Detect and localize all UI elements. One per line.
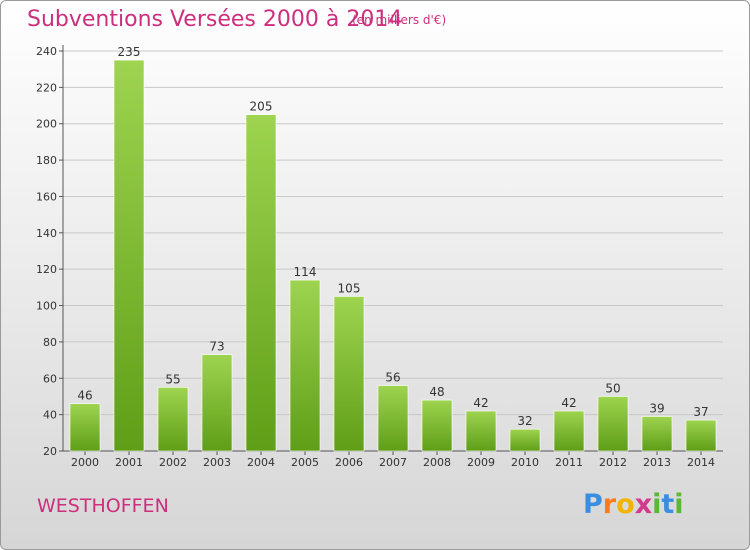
bar	[509, 428, 541, 452]
bar-value-label: 42	[561, 396, 576, 410]
bar	[333, 296, 365, 452]
y-tick-label: 140	[36, 227, 57, 240]
labels: 46 235 55 73 205 114 105 56 48 42 32 42 50 39 37	[77, 45, 708, 428]
bar	[289, 279, 321, 452]
x-tick-label: 2008	[423, 456, 451, 469]
bar-value-label: 114	[294, 265, 317, 279]
bar-value-label: 48	[429, 385, 444, 399]
logo-letter: t	[661, 489, 675, 520]
chart-title: Subventions Versées 2000 à 2014	[27, 7, 403, 32]
y-tick-label: 20	[43, 445, 57, 458]
y-tick-label: 40	[43, 409, 57, 422]
town-name: WESTHOFFEN	[37, 495, 169, 517]
bar-value-label: 56	[385, 371, 400, 385]
y-tick-label: 200	[36, 118, 57, 131]
bar-value-label: 235	[118, 45, 141, 59]
y-tick-label: 180	[36, 154, 57, 167]
bar	[685, 419, 717, 452]
bar-value-label: 32	[517, 414, 532, 428]
bar-value-label: 205	[250, 100, 273, 114]
bar	[465, 410, 497, 452]
bar	[377, 385, 409, 452]
bar-value-label: 55	[165, 372, 180, 386]
x-tick-label: 2010	[511, 456, 539, 469]
x-tick-label: 2000	[71, 456, 99, 469]
y-tick-label: 60	[43, 372, 57, 385]
logo-letter: P	[583, 489, 603, 520]
bar	[201, 354, 233, 452]
bar	[597, 396, 629, 452]
bar	[245, 114, 277, 452]
x-tick-label: 2011	[555, 456, 583, 469]
logo-letter: o	[616, 489, 635, 520]
logo-letter: i	[652, 489, 662, 520]
y-tick-label: 80	[43, 336, 57, 349]
x-tick-label: 2002	[159, 456, 187, 469]
y-tick-label: 100	[36, 300, 57, 313]
bars	[69, 59, 717, 452]
x-tick-label: 2014	[687, 456, 715, 469]
bar	[69, 403, 101, 452]
bar-value-label: 73	[209, 340, 224, 354]
x-tick-label: 2012	[599, 456, 627, 469]
bar	[421, 399, 453, 452]
bar-value-label: 39	[649, 401, 664, 415]
x-tick-label: 2003	[203, 456, 231, 469]
bar-value-label: 105	[338, 281, 361, 295]
x-tick-label: 2001	[115, 456, 143, 469]
x-tick-label: 2007	[379, 456, 407, 469]
logo-letter: i	[674, 489, 684, 520]
y-tick-label: 120	[36, 263, 57, 276]
x-tick-label: 2009	[467, 456, 495, 469]
y-tick-label: 160	[36, 190, 57, 203]
x-tick-label: 2005	[291, 456, 319, 469]
y-tick-label: 240	[36, 45, 57, 58]
x-tick-label: 2013	[643, 456, 671, 469]
bar	[553, 410, 585, 452]
bar-value-label: 42	[473, 396, 488, 410]
proxiti-logo: Proxiti	[583, 489, 684, 520]
x-tick-label: 2006	[335, 456, 363, 469]
logo-letter: x	[634, 489, 653, 520]
x-tick-label: 2004	[247, 456, 275, 469]
chart-unit: (en milliers d'€)	[352, 13, 447, 27]
bar-value-label: 46	[77, 389, 92, 403]
bar	[113, 59, 145, 452]
bar	[641, 416, 673, 452]
bar	[157, 387, 189, 452]
y-tick-label: 220	[36, 81, 57, 94]
bar-value-label: 50	[605, 381, 620, 395]
bar-value-label: 37	[693, 405, 708, 419]
logo-letter: r	[602, 489, 617, 520]
